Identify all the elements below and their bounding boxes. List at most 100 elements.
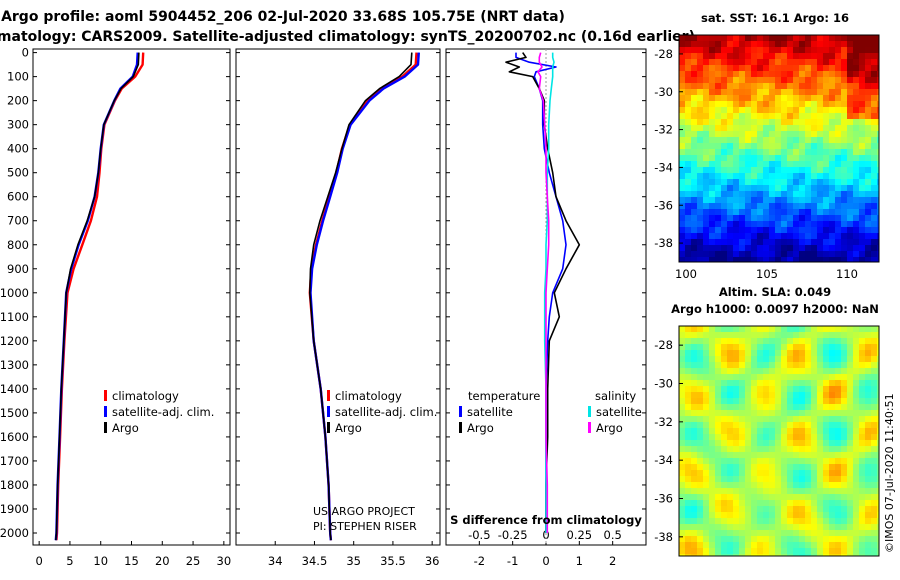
sst-cell — [775, 113, 781, 119]
sla-cell — [871, 482, 877, 488]
sla-cell — [679, 428, 685, 434]
sst-cell — [781, 239, 787, 245]
sla-cell — [871, 518, 877, 524]
sst-cell — [733, 53, 739, 59]
sla-cell — [799, 530, 805, 536]
sla-cell — [781, 362, 787, 368]
sla-cell — [757, 332, 763, 338]
sst-cell — [877, 89, 879, 95]
sla-cell — [817, 338, 823, 344]
sla-cell — [829, 362, 835, 368]
sst-cell — [817, 89, 823, 95]
sla-cell — [769, 530, 775, 536]
sla-cell — [871, 536, 877, 542]
sla-cell — [781, 422, 787, 428]
sst-cell — [745, 161, 751, 167]
sla-cell — [853, 326, 859, 332]
sla-cell — [685, 344, 691, 350]
sla-cell — [727, 374, 733, 380]
sla-cell — [823, 380, 829, 386]
sla-cell — [727, 368, 733, 374]
sst-cell — [739, 119, 745, 125]
sst-cell — [871, 89, 877, 95]
sla-cell — [841, 464, 847, 470]
sst-cell — [877, 125, 879, 131]
sla-cell — [769, 344, 775, 350]
sst-cell — [733, 191, 739, 197]
sla-cell — [727, 488, 733, 494]
sla-cell — [841, 530, 847, 536]
sla-cell — [703, 356, 709, 362]
sst-map-frame — [678, 34, 880, 263]
sla-cell — [829, 368, 835, 374]
sla-cell — [781, 380, 787, 386]
sla-cell — [775, 362, 781, 368]
sst-cell — [733, 41, 739, 47]
sst-cell — [685, 173, 691, 179]
sst-cell — [685, 113, 691, 119]
sst-cell — [877, 239, 879, 245]
sst-cell — [865, 197, 871, 203]
sst-cell — [787, 83, 793, 89]
salinity-tick-label: 36 — [425, 554, 440, 568]
sla-cell — [757, 404, 763, 410]
sla-cell — [853, 422, 859, 428]
sst-cell — [865, 203, 871, 209]
sst-cell — [697, 149, 703, 155]
sst-cell — [727, 101, 733, 107]
sst-cell — [817, 215, 823, 221]
sst-cell — [799, 245, 805, 251]
sst-cell — [793, 107, 799, 113]
sst-cell — [805, 197, 811, 203]
sla-cell — [871, 338, 877, 344]
sst-cell — [739, 59, 745, 65]
sst-cell — [751, 119, 757, 125]
sst-cell — [697, 251, 703, 257]
sst-cell — [775, 95, 781, 101]
sla-cell — [739, 530, 745, 536]
sla-cell — [703, 440, 709, 446]
sla-cell — [769, 386, 775, 392]
sst-cell — [841, 101, 847, 107]
sst-cell — [733, 101, 739, 107]
sla-cell — [715, 446, 721, 452]
sla-cell — [817, 476, 823, 482]
sst-cell — [841, 155, 847, 161]
sla-cell — [763, 362, 769, 368]
sst-cell — [787, 59, 793, 65]
sla-cell — [691, 338, 697, 344]
sla-cell — [751, 446, 757, 452]
sla-cell — [733, 446, 739, 452]
sst-cell — [679, 155, 685, 161]
sla-cell — [709, 464, 715, 470]
sla-cell — [853, 392, 859, 398]
depth-tick-label: 700 — [7, 214, 29, 228]
sla-cell — [763, 530, 769, 536]
sla-cell — [685, 446, 691, 452]
sla-cell — [859, 506, 865, 512]
sla-cell — [769, 404, 775, 410]
sst-cell — [865, 221, 871, 227]
sla-cell — [709, 530, 715, 536]
sst-cell — [823, 83, 829, 89]
sla-cell — [823, 554, 829, 556]
sst-cell — [757, 71, 763, 77]
sst-cell — [829, 197, 835, 203]
sla-cell — [877, 458, 879, 464]
sst-cell — [835, 77, 841, 83]
sla-cell — [787, 530, 793, 536]
sst-cell — [805, 89, 811, 95]
sla-cell — [715, 548, 721, 554]
sla-cell — [811, 488, 817, 494]
sst-cell — [793, 71, 799, 77]
sst-cell — [859, 35, 865, 41]
sla-cell — [751, 524, 757, 530]
sst-cell — [775, 203, 781, 209]
sla-cell — [733, 452, 739, 458]
sst-cell — [853, 203, 859, 209]
sst-cell — [739, 41, 745, 47]
sst-cell — [697, 59, 703, 65]
sst-cell — [811, 53, 817, 59]
sst-cell — [871, 197, 877, 203]
sla-cell — [841, 386, 847, 392]
